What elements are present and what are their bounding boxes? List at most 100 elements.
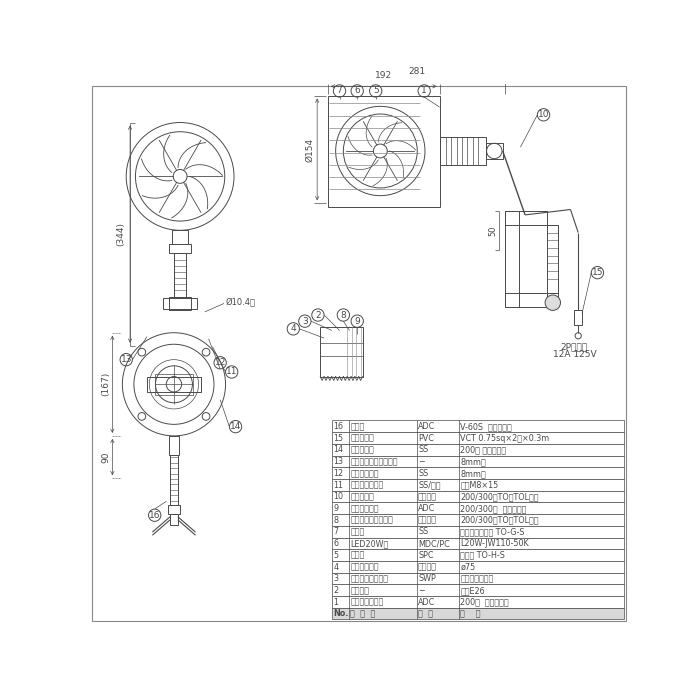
Text: 三価クロメート: 三価クロメート xyxy=(461,574,494,583)
Text: 13: 13 xyxy=(120,355,132,364)
Bar xyxy=(155,374,193,395)
Text: MDC/PC: MDC/PC xyxy=(418,539,450,548)
Text: 15: 15 xyxy=(592,268,603,277)
Text: ソケット押えバネ: ソケット押えバネ xyxy=(350,574,389,583)
Text: 本体取付枠: 本体取付枠 xyxy=(350,445,374,454)
Bar xyxy=(505,211,547,225)
Bar xyxy=(332,608,624,620)
Text: LED20W球: LED20W球 xyxy=(350,539,389,548)
Text: 防水パッキン: 防水パッキン xyxy=(350,563,379,571)
Bar xyxy=(332,573,624,584)
Text: 16: 16 xyxy=(333,422,343,431)
Text: 281: 281 xyxy=(408,67,425,76)
Bar xyxy=(169,297,191,310)
Bar xyxy=(332,456,624,468)
Bar xyxy=(574,309,582,325)
Bar xyxy=(332,561,624,573)
Bar xyxy=(332,596,624,608)
Text: ø75: ø75 xyxy=(461,563,475,571)
Text: フード: フード xyxy=(350,551,365,560)
Bar xyxy=(547,293,558,304)
Bar xyxy=(332,479,624,491)
Bar xyxy=(332,421,624,432)
Circle shape xyxy=(545,295,561,310)
Bar xyxy=(328,95,440,207)
Text: SS: SS xyxy=(418,445,428,454)
Text: 5: 5 xyxy=(333,551,339,560)
Text: シリコン: シリコン xyxy=(418,563,437,571)
Text: 13: 13 xyxy=(333,457,343,466)
Text: 200/300型TO、TOL共通: 200/300型TO、TOL共通 xyxy=(461,516,539,525)
Text: ADC: ADC xyxy=(418,598,435,607)
Text: 16: 16 xyxy=(149,511,160,519)
Text: 200型 グレー尻装: 200型 グレー尻装 xyxy=(461,445,507,454)
Text: 3: 3 xyxy=(333,574,338,583)
Bar xyxy=(172,230,188,244)
Bar xyxy=(174,253,186,297)
Text: 12: 12 xyxy=(333,469,344,478)
Text: バイス: バイス xyxy=(350,422,365,431)
Text: 8: 8 xyxy=(340,311,346,319)
Text: 電源コード: 電源コード xyxy=(350,434,374,443)
Text: L20W-JW110-50K: L20W-JW110-50K xyxy=(461,539,529,548)
Text: 12A 125V: 12A 125V xyxy=(552,350,596,358)
Text: 6: 6 xyxy=(333,539,338,548)
Bar xyxy=(163,298,197,309)
Text: Ø154: Ø154 xyxy=(305,137,314,162)
Bar xyxy=(169,436,179,455)
Text: 10: 10 xyxy=(538,111,550,119)
Text: 9: 9 xyxy=(333,504,339,513)
Text: 10: 10 xyxy=(333,492,343,501)
Bar xyxy=(332,444,624,456)
Text: 角度調節ツマミ: 角度調節ツマミ xyxy=(350,481,384,489)
Bar xyxy=(170,514,178,525)
Text: 192: 192 xyxy=(375,71,392,80)
Bar xyxy=(332,503,624,514)
Text: ノブM8×15: ノブM8×15 xyxy=(461,481,498,489)
Bar xyxy=(332,584,624,596)
Text: No.: No. xyxy=(333,609,349,618)
Text: 8: 8 xyxy=(333,516,338,525)
Text: 白尻装 TO-H-S: 白尻装 TO-H-S xyxy=(461,551,505,560)
Text: 4: 4 xyxy=(290,324,296,333)
Text: 2Pプラグ: 2Pプラグ xyxy=(561,342,588,351)
Bar xyxy=(147,377,201,392)
Text: 1: 1 xyxy=(421,86,427,95)
Text: ガード: ガード xyxy=(350,527,365,536)
Bar xyxy=(168,505,180,514)
Text: 200型  グレー尻装: 200型 グレー尻装 xyxy=(461,598,509,607)
Text: 14: 14 xyxy=(230,422,242,431)
Text: 7: 7 xyxy=(333,527,339,536)
Bar xyxy=(332,526,624,538)
Text: ブッシング: ブッシング xyxy=(350,492,374,501)
Text: 5: 5 xyxy=(373,86,379,95)
Text: 部  品  名: 部 品 名 xyxy=(350,609,375,618)
Text: V-60S  グレー尻装: V-60S グレー尻装 xyxy=(461,422,512,431)
Bar xyxy=(332,538,624,550)
Text: 200/300型TO、TOL共通: 200/300型TO、TOL共通 xyxy=(461,492,539,501)
Text: 4: 4 xyxy=(333,563,338,571)
Text: ADC: ADC xyxy=(418,422,435,431)
Bar xyxy=(547,225,558,293)
Bar xyxy=(440,137,486,165)
Bar xyxy=(505,293,547,307)
Bar xyxy=(332,432,624,444)
Text: 1: 1 xyxy=(333,598,338,607)
Text: 合成ゴム: 合成ゴム xyxy=(418,516,437,525)
Text: 2: 2 xyxy=(333,586,339,595)
Bar xyxy=(332,468,624,479)
Text: 50: 50 xyxy=(489,225,497,235)
Bar xyxy=(505,211,519,307)
Text: ソケット: ソケット xyxy=(350,586,370,595)
Text: 11: 11 xyxy=(333,481,343,489)
Text: 15: 15 xyxy=(333,434,344,443)
Text: −: − xyxy=(418,457,425,466)
Text: 200/300型  グレー尻装: 200/300型 グレー尻装 xyxy=(461,504,527,513)
Text: ランプホルダー: ランプホルダー xyxy=(350,598,384,607)
Text: 8mm用: 8mm用 xyxy=(461,457,486,466)
Text: 口金E26: 口金E26 xyxy=(461,586,485,595)
Bar xyxy=(321,326,363,377)
Text: 9: 9 xyxy=(354,316,360,326)
Text: 3: 3 xyxy=(302,316,308,326)
Bar xyxy=(486,144,503,159)
